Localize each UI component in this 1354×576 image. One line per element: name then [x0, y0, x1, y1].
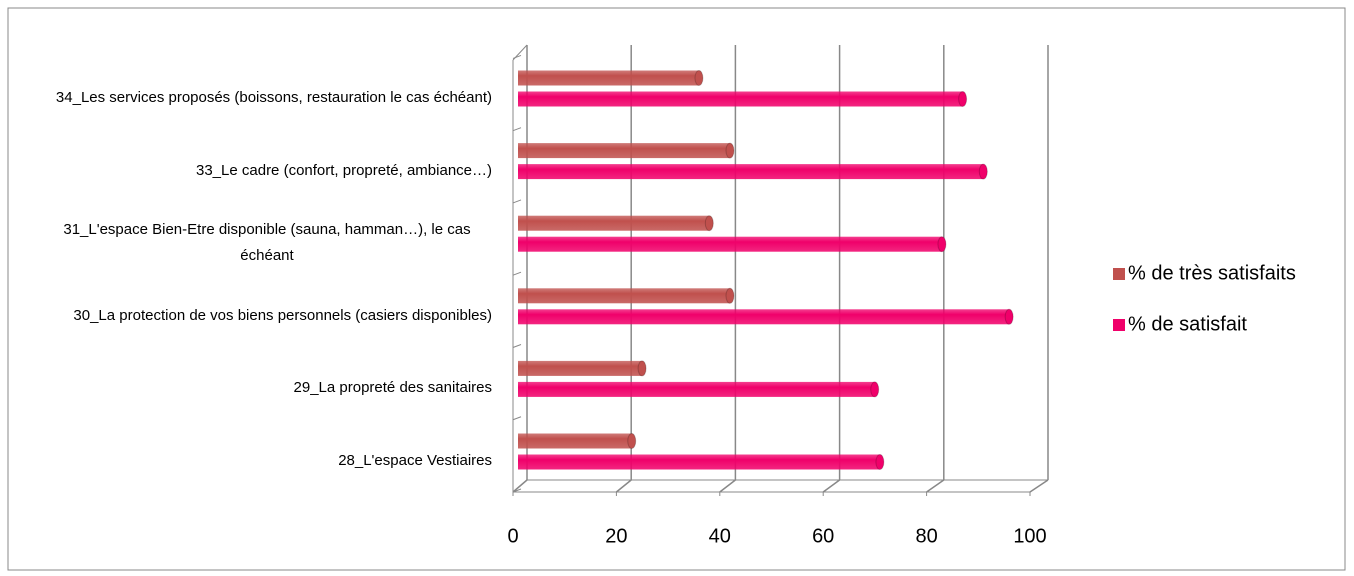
- x-tick-label: 0: [507, 525, 518, 547]
- x-tick-label: 20: [605, 525, 627, 547]
- bar: [518, 91, 968, 107]
- bar-cap: [704, 215, 714, 232]
- bar-cap: [725, 142, 735, 159]
- bar-body: [518, 215, 710, 231]
- bar-body: [518, 433, 632, 449]
- bar: [518, 433, 637, 449]
- bar-cap: [875, 454, 885, 470]
- y-tick-label: 30_La protection de vos biens personnels…: [73, 306, 492, 324]
- y-tick-label-box: 31_L'espace Bien-Etre disponible (sauna,…: [42, 217, 492, 269]
- tick-mark: [512, 344, 522, 348]
- bar: [518, 308, 1014, 325]
- bar: [518, 454, 885, 470]
- x-tick-label: 80: [915, 525, 937, 547]
- x-tick-label: 40: [709, 525, 731, 547]
- grid-line: [615, 479, 632, 493]
- bar: [518, 70, 704, 86]
- bar-cap: [958, 91, 968, 107]
- legend-label: % de très satisfaits: [1128, 262, 1296, 284]
- bar-body: [518, 70, 699, 86]
- y-tick-label-box: 28_L'espace Vestiaires: [338, 448, 492, 474]
- y-tick-label: 31_L'espace Bien-Etre disponible (sauna,…: [63, 221, 471, 265]
- tick-mark: [512, 54, 522, 59]
- bar: [518, 360, 647, 377]
- bar-cap: [637, 360, 647, 377]
- bar-body: [518, 309, 1010, 325]
- grid-line: [512, 479, 528, 493]
- bar-cap: [1004, 308, 1014, 325]
- bar-body: [518, 381, 875, 397]
- bar: [518, 287, 735, 304]
- grid-line: [822, 479, 841, 493]
- y-tick-label: 33_Le cadre (confort, propreté, ambiance…: [196, 161, 492, 179]
- legend-swatch: [1113, 268, 1125, 280]
- y-tick-label-box: 30_La protection de vos biens personnels…: [73, 303, 492, 329]
- bar-cap: [725, 287, 735, 304]
- y-tick-label-box: 34_Les services proposés (boissons, rest…: [56, 85, 492, 111]
- bar: [518, 215, 714, 232]
- grid-line: [1029, 479, 1049, 493]
- bar: [518, 381, 880, 398]
- y-tick-label: 28_L'espace Vestiaires: [338, 452, 492, 469]
- bar-body: [518, 143, 730, 159]
- x-tick-label: 60: [812, 525, 834, 547]
- bar-cap: [937, 236, 947, 253]
- tick-mark: [512, 271, 522, 276]
- tick-mark: [512, 127, 522, 132]
- legend-label: % de satisfait: [1128, 313, 1247, 335]
- bar: [518, 142, 735, 159]
- y-tick-label-box: 33_Le cadre (confort, propreté, ambiance…: [196, 158, 492, 184]
- bar-body: [518, 360, 643, 376]
- legend-swatch: [1113, 319, 1125, 331]
- grid-line: [719, 479, 736, 493]
- bar-body: [518, 288, 730, 304]
- bar-body: [518, 164, 984, 180]
- y-tick-label: 29_La propreté des sanitaires: [293, 379, 492, 397]
- bar-body: [518, 454, 880, 470]
- bar-cap: [978, 163, 988, 180]
- tick-mark: [512, 199, 522, 204]
- bar-cap: [627, 433, 637, 449]
- bar-body: [518, 91, 963, 107]
- x-tick-label: 100: [1013, 525, 1046, 547]
- bar-cap: [694, 70, 704, 86]
- y-tick-label-box: 29_La propreté des sanitaires: [294, 375, 492, 401]
- bar: [518, 163, 988, 180]
- bar-body: [518, 236, 942, 252]
- tick-mark: [512, 416, 522, 421]
- tick-mark: [512, 488, 522, 493]
- grid-line: [926, 479, 945, 493]
- y-tick-label: 34_Les services proposés (boissons, rest…: [55, 89, 492, 106]
- bar-cap: [870, 381, 880, 398]
- bar: [518, 236, 947, 253]
